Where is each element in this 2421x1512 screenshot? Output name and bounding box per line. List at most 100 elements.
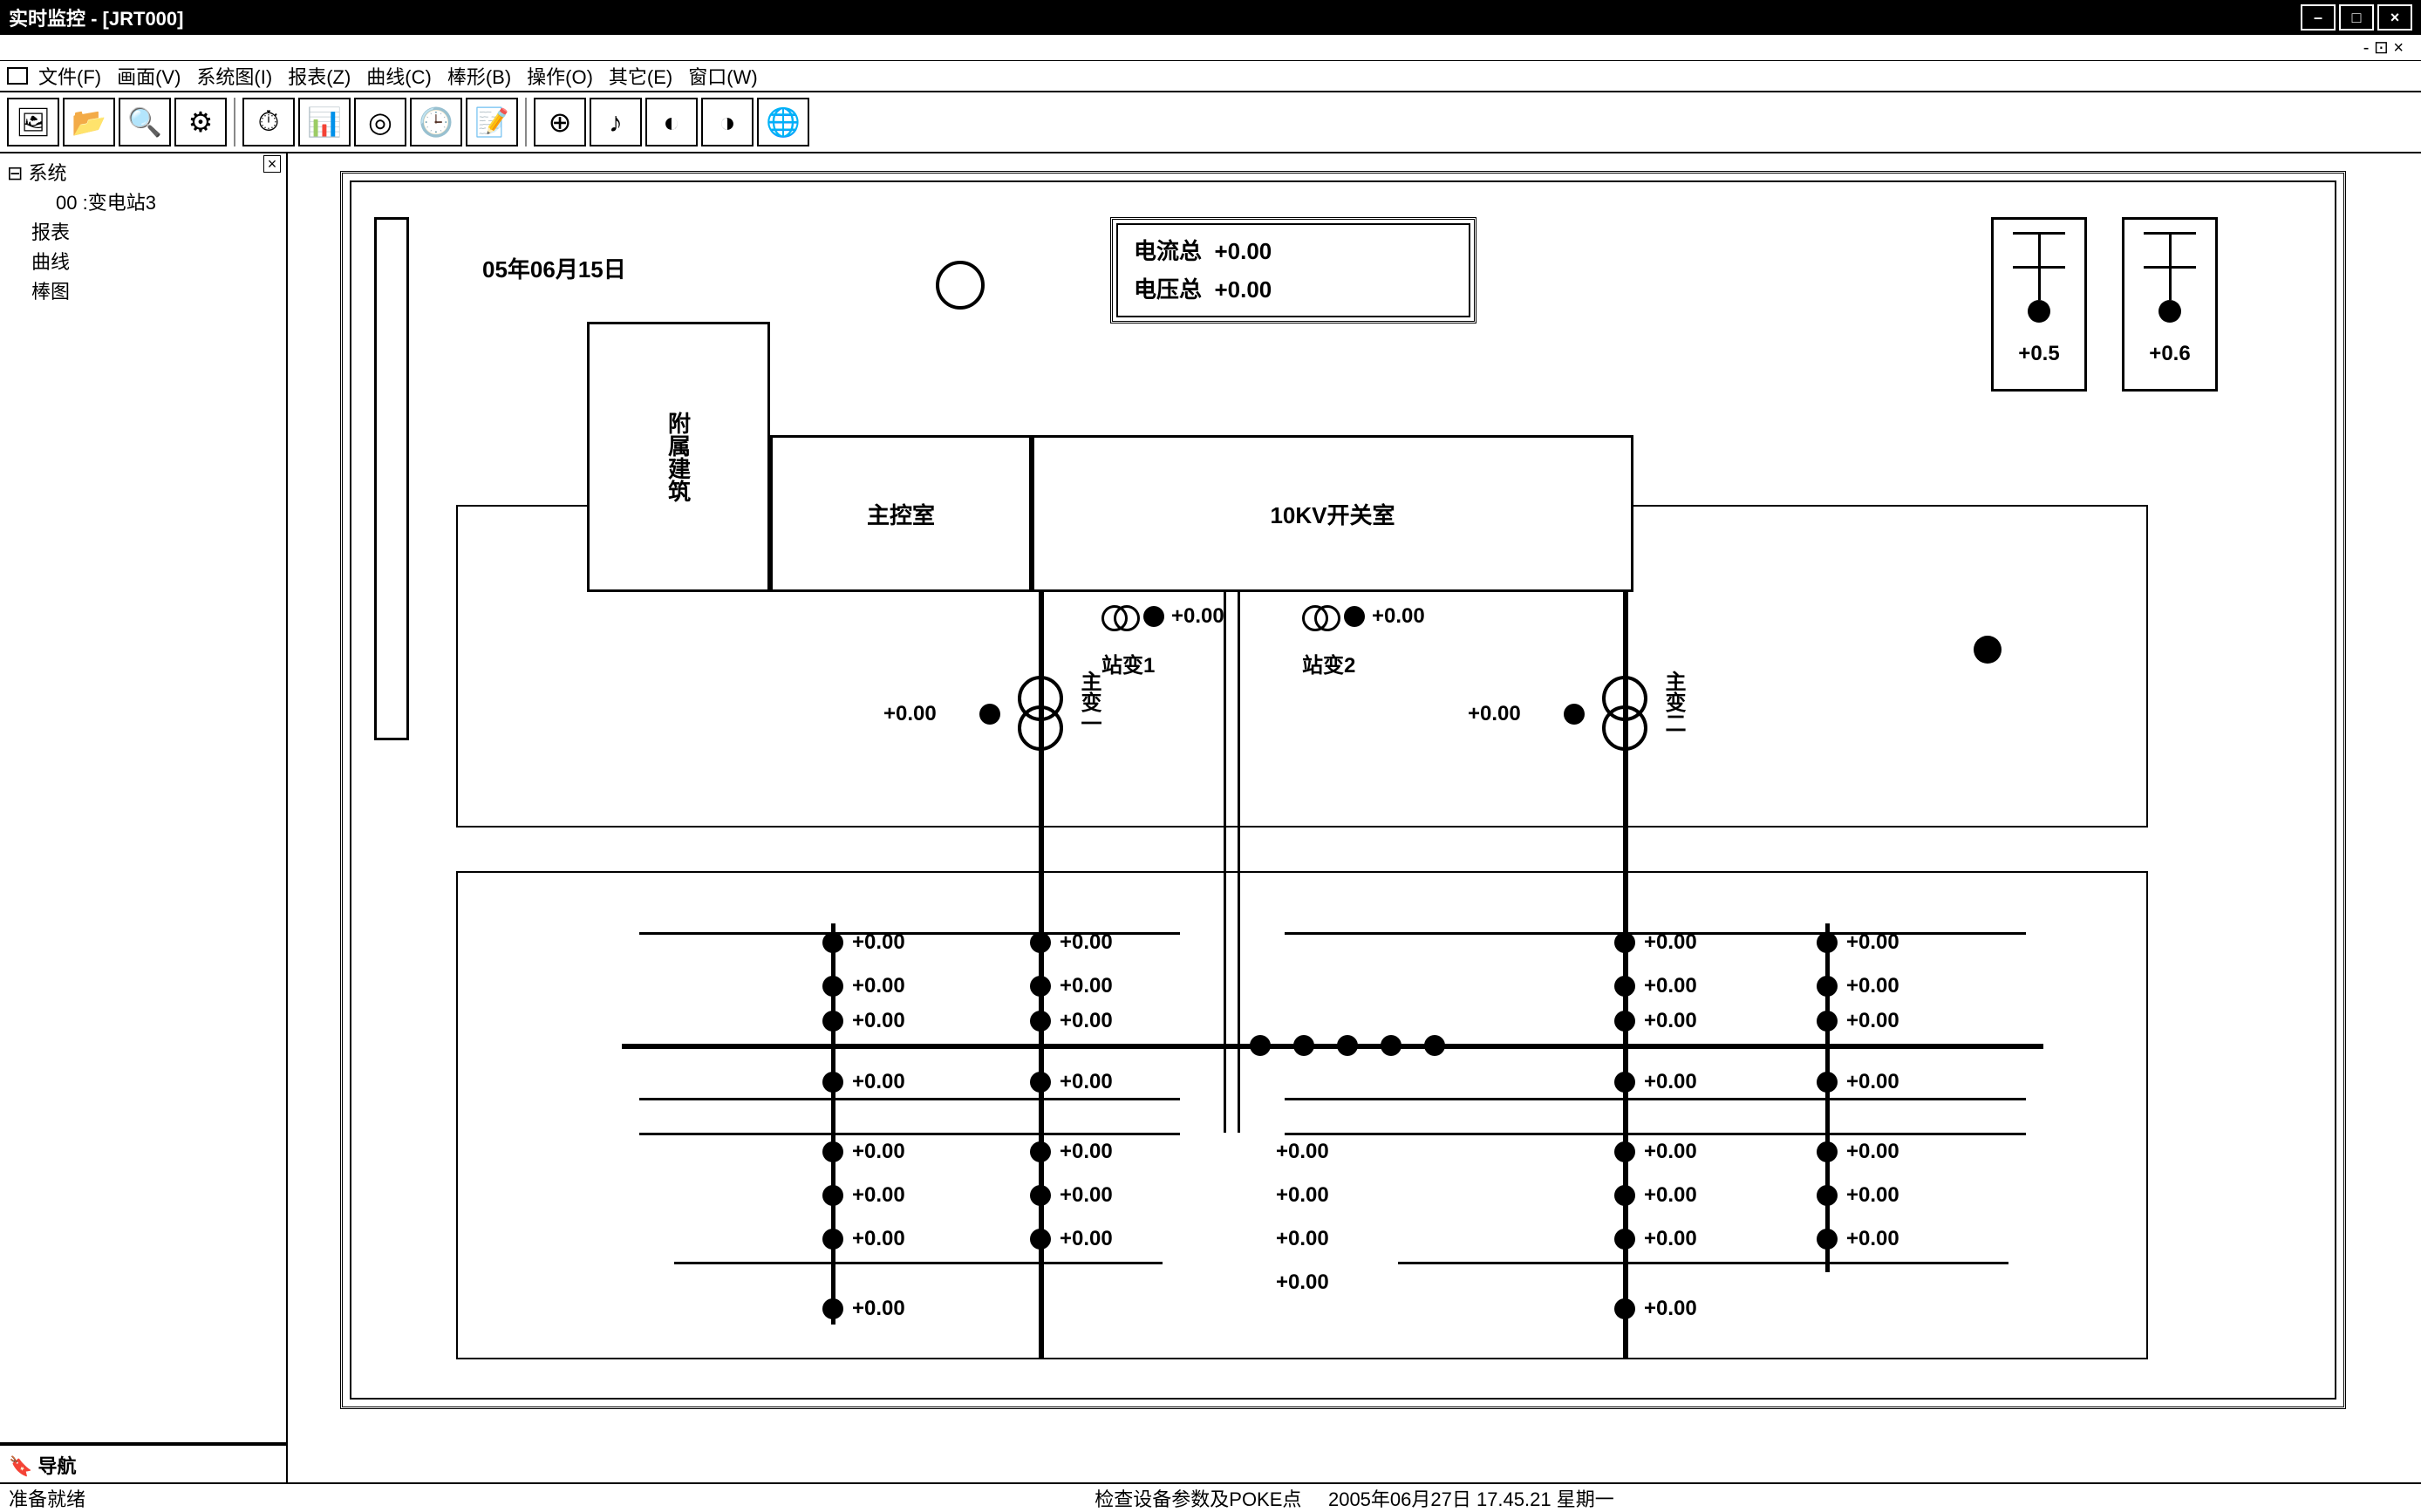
- menu-curve[interactable]: 曲线(C): [366, 62, 432, 90]
- station-xfmr-1-label: 站变1: [1101, 648, 1155, 678]
- breaker-dot-icon[interactable]: [1974, 636, 2002, 664]
- status-ready: 准备就绪: [9, 1484, 297, 1512]
- system-menu-icon[interactable]: [7, 67, 28, 85]
- tb-btn-3[interactable]: 🔍: [119, 98, 171, 146]
- statusbar: 准备就绪 检查设备参数及POKE点 2005年06月27日 17.45.21 星…: [0, 1482, 2421, 1512]
- tie-dot-icon[interactable]: [1250, 1035, 1271, 1056]
- tie-dot-icon[interactable]: [1293, 1035, 1314, 1056]
- breaker-dot-icon[interactable]: [1030, 1011, 1051, 1032]
- breaker-dot-icon[interactable]: [822, 1141, 843, 1162]
- control-room[interactable]: 主控室: [770, 435, 1032, 592]
- tree-node-substation[interactable]: 00 :变电站3: [7, 188, 279, 218]
- breaker-dot-icon[interactable]: [1614, 1229, 1635, 1250]
- menu-operate[interactable]: 操作(O): [527, 62, 593, 90]
- breaker-dot-icon[interactable]: [822, 1229, 843, 1250]
- close-button[interactable]: ×: [2377, 4, 2412, 31]
- menu-bar[interactable]: 棒形(B): [447, 62, 511, 90]
- feeder-value: +0.00: [1060, 930, 1113, 955]
- left-strip: [374, 217, 409, 740]
- tb-btn-1[interactable]: 🖼: [7, 98, 59, 146]
- breaker-dot-icon[interactable]: [1030, 1072, 1051, 1093]
- tb-btn-6[interactable]: 📊: [298, 98, 351, 146]
- menu-report[interactable]: 报表(Z): [288, 62, 351, 90]
- tb-btn-2[interactable]: 📂: [63, 98, 115, 146]
- aux-building-room[interactable]: 附属建筑: [587, 322, 770, 592]
- breaker-dot-icon[interactable]: [979, 704, 1000, 725]
- breaker-dot-icon[interactable]: [822, 1072, 843, 1093]
- breaker-dot-icon[interactable]: [1817, 1141, 1838, 1162]
- breaker-dot-icon[interactable]: [1030, 976, 1051, 997]
- breaker-dot-icon[interactable]: [822, 976, 843, 997]
- tb-btn-12[interactable]: ◐: [645, 98, 698, 146]
- feeder-value: +0.00: [1060, 1227, 1113, 1251]
- minimize-button[interactable]: –: [2301, 4, 2336, 31]
- breaker-dot-icon[interactable]: [1817, 932, 1838, 953]
- status-message: 检查设备参数及POKE点: [1095, 1488, 1301, 1510]
- main-xfmr-2-label: 主变二: [1658, 671, 1688, 733]
- feeder-value: +0.00: [852, 1183, 905, 1208]
- tree-node-curve[interactable]: 曲线: [7, 248, 279, 277]
- bus-line: [1398, 1262, 2008, 1264]
- nav-tab[interactable]: 🔖 导航: [0, 1444, 286, 1482]
- tie-dot-icon[interactable]: [1337, 1035, 1358, 1056]
- breaker-dot-icon[interactable]: [1030, 1229, 1051, 1250]
- menu-sysdiagram[interactable]: 系统图(I): [196, 62, 272, 90]
- breaker-dot-icon[interactable]: [1614, 1298, 1635, 1319]
- tb-btn-11[interactable]: ♪: [590, 98, 642, 146]
- breaker-dot-icon[interactable]: [1614, 976, 1635, 997]
- breaker-dot-icon[interactable]: [1614, 1072, 1635, 1093]
- breaker-dot-icon[interactable]: [1143, 606, 1164, 627]
- breaker-dot-icon[interactable]: [1817, 1229, 1838, 1250]
- diagram-frame: 05年06月15日 电流总 +0.00 电压总 +0.00 +0.5 +0.6: [340, 171, 2346, 1409]
- capacitor-1[interactable]: +0.5: [1991, 217, 2087, 392]
- breaker-dot-icon[interactable]: [822, 1185, 843, 1206]
- breaker-dot-icon[interactable]: [1817, 1072, 1838, 1093]
- breaker-dot-icon[interactable]: [1030, 1141, 1051, 1162]
- maximize-button[interactable]: □: [2339, 4, 2374, 31]
- menu-window[interactable]: 窗口(W): [688, 62, 757, 90]
- breaker-dot-icon[interactable]: [822, 932, 843, 953]
- breaker-dot-icon[interactable]: [1344, 606, 1365, 627]
- tb-btn-7[interactable]: ◎: [354, 98, 406, 146]
- breaker-dot-icon[interactable]: [1564, 704, 1585, 725]
- tree-node-report[interactable]: 报表: [7, 218, 279, 248]
- breaker-dot-icon[interactable]: [822, 1298, 843, 1319]
- breaker-dot-icon[interactable]: [1030, 932, 1051, 953]
- breaker-dot-icon[interactable]: [1817, 1011, 1838, 1032]
- feeder-value: +0.00: [1060, 1183, 1113, 1208]
- tb-btn-14[interactable]: 🌐: [757, 98, 809, 146]
- station-xfmr-1-value: +0.00: [1171, 604, 1224, 629]
- tb-btn-8[interactable]: 🕒: [410, 98, 462, 146]
- tb-btn-4[interactable]: ⚙: [174, 98, 227, 146]
- menu-other[interactable]: 其它(E): [609, 62, 672, 90]
- feeder-value: +0.00: [1276, 1183, 1329, 1208]
- current-total-label: 电流总: [1134, 238, 1202, 264]
- breaker-dot-icon[interactable]: [1030, 1185, 1051, 1206]
- menu-view[interactable]: 画面(V): [117, 62, 181, 90]
- tb-btn-10[interactable]: ⊕: [534, 98, 586, 146]
- tb-btn-13[interactable]: ◑: [701, 98, 754, 146]
- breaker-dot-icon[interactable]: [1817, 976, 1838, 997]
- switch-room[interactable]: 10KV开关室: [1032, 435, 1633, 592]
- feeder-value: +0.00: [1644, 1140, 1697, 1164]
- station-xfmr-2-icon: [1302, 601, 1337, 636]
- breaker-dot-icon[interactable]: [1614, 1011, 1635, 1032]
- breaker-dot-icon[interactable]: [822, 1011, 843, 1032]
- tree-root[interactable]: ⊟ 系统: [7, 159, 279, 188]
- breaker-dot-icon[interactable]: [1614, 1185, 1635, 1206]
- feeder-value: +0.00: [852, 930, 905, 955]
- breaker-dot-icon[interactable]: [1614, 1141, 1635, 1162]
- menu-file[interactable]: 文件(F): [38, 62, 101, 90]
- tree-node-bar[interactable]: 棒图: [7, 277, 279, 307]
- breaker-dot-icon[interactable]: [1614, 932, 1635, 953]
- capacitor-2[interactable]: +0.6: [2122, 217, 2218, 392]
- tie-dot-icon[interactable]: [1424, 1035, 1445, 1056]
- tb-btn-5[interactable]: ⏱: [242, 98, 295, 146]
- tb-btn-9[interactable]: 📝: [466, 98, 518, 146]
- tie-dot-icon[interactable]: [1381, 1035, 1401, 1056]
- feeder-value: +0.00: [1846, 930, 1899, 955]
- tree-close-icon[interactable]: ×: [263, 155, 281, 173]
- breaker-dot-icon[interactable]: [1817, 1185, 1838, 1206]
- sidebar: × ⊟ 系统 00 :变电站3 报表 曲线 棒图 🔖 导航: [0, 153, 288, 1482]
- mdi-buttons[interactable]: - ⊡ ×: [2363, 37, 2404, 58]
